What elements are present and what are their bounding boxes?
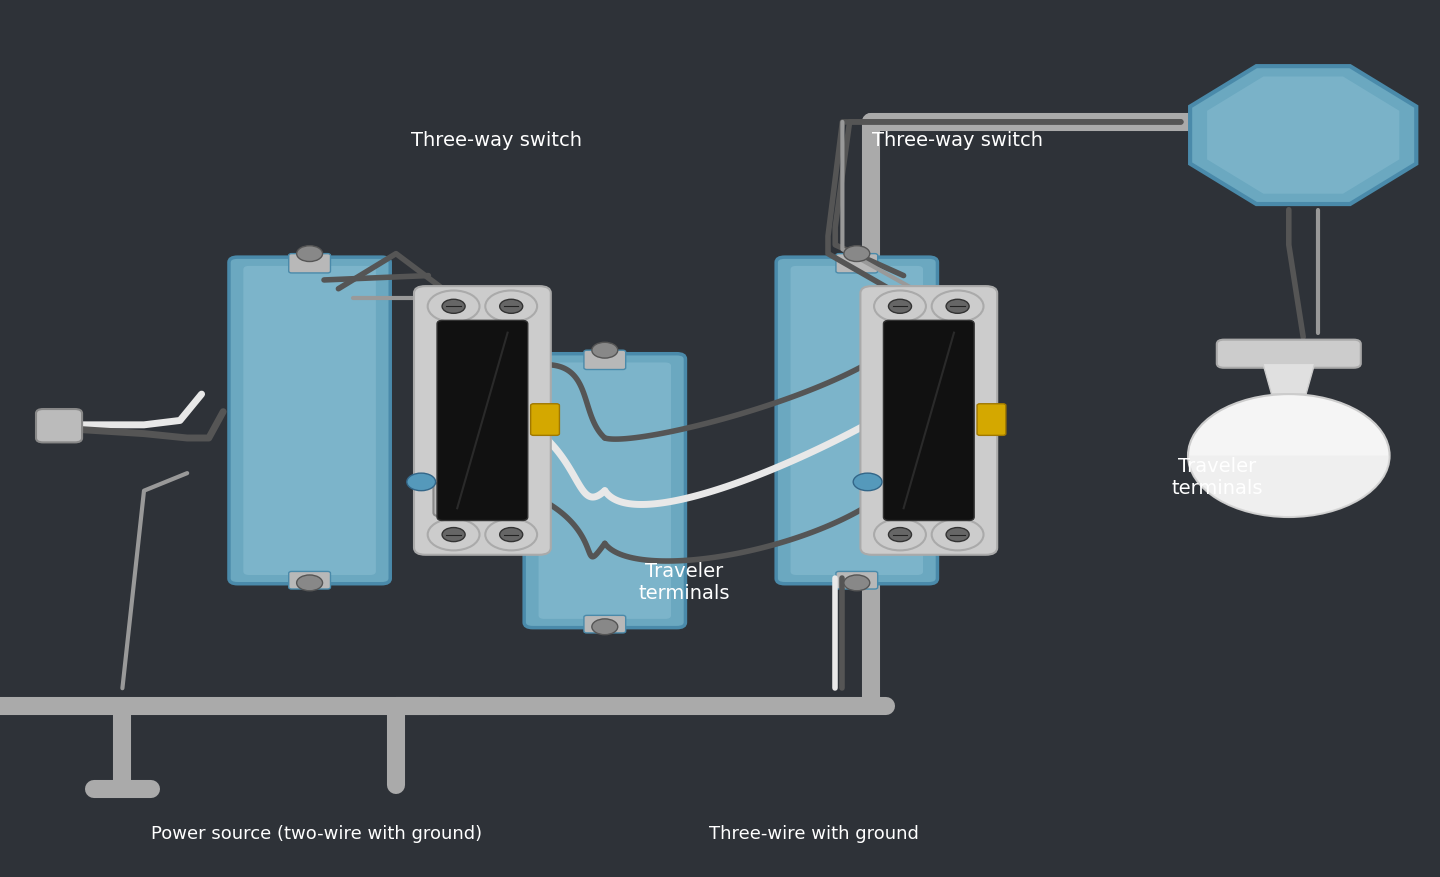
FancyBboxPatch shape	[837, 254, 878, 274]
Circle shape	[1188, 395, 1390, 517]
FancyBboxPatch shape	[791, 267, 923, 575]
Circle shape	[500, 528, 523, 542]
Circle shape	[592, 343, 618, 359]
FancyBboxPatch shape	[585, 616, 625, 633]
FancyBboxPatch shape	[976, 404, 1005, 436]
Text: Power source (two-wire with ground): Power source (two-wire with ground)	[151, 824, 482, 842]
FancyBboxPatch shape	[438, 321, 527, 521]
Circle shape	[408, 474, 435, 491]
FancyBboxPatch shape	[524, 354, 685, 628]
Text: Three-way switch: Three-way switch	[412, 131, 582, 150]
Circle shape	[888, 300, 912, 314]
FancyBboxPatch shape	[229, 258, 390, 584]
Circle shape	[592, 619, 618, 635]
Circle shape	[297, 575, 323, 591]
FancyBboxPatch shape	[539, 363, 671, 619]
Circle shape	[428, 519, 480, 551]
FancyBboxPatch shape	[776, 258, 937, 584]
FancyBboxPatch shape	[289, 254, 331, 274]
Text: Three-wire with ground: Three-wire with ground	[708, 824, 919, 842]
Circle shape	[946, 300, 969, 314]
FancyBboxPatch shape	[531, 404, 560, 436]
Polygon shape	[1189, 67, 1417, 205]
Circle shape	[442, 528, 465, 542]
Polygon shape	[1207, 77, 1400, 195]
Circle shape	[874, 519, 926, 551]
Text: Traveler
terminals: Traveler terminals	[1171, 456, 1263, 497]
Circle shape	[888, 528, 912, 542]
FancyBboxPatch shape	[585, 351, 625, 370]
Text: Three-way switch: Three-way switch	[873, 131, 1043, 150]
Circle shape	[485, 291, 537, 323]
Circle shape	[932, 519, 984, 551]
Circle shape	[297, 246, 323, 262]
Circle shape	[844, 575, 870, 591]
Circle shape	[844, 246, 870, 262]
Circle shape	[932, 291, 984, 323]
FancyBboxPatch shape	[1217, 340, 1361, 368]
Text: Traveler
terminals: Traveler terminals	[638, 561, 730, 602]
FancyBboxPatch shape	[243, 267, 376, 575]
FancyBboxPatch shape	[883, 321, 973, 521]
FancyBboxPatch shape	[433, 483, 485, 517]
FancyBboxPatch shape	[860, 287, 996, 555]
Wedge shape	[1188, 456, 1390, 517]
Circle shape	[500, 300, 523, 314]
Circle shape	[428, 291, 480, 323]
Circle shape	[874, 291, 926, 323]
FancyBboxPatch shape	[415, 287, 550, 555]
Circle shape	[485, 519, 537, 551]
FancyBboxPatch shape	[36, 410, 82, 443]
FancyBboxPatch shape	[837, 572, 878, 589]
Polygon shape	[1263, 364, 1315, 395]
FancyBboxPatch shape	[289, 572, 331, 589]
Circle shape	[946, 528, 969, 542]
Circle shape	[852, 474, 883, 491]
Circle shape	[442, 300, 465, 314]
